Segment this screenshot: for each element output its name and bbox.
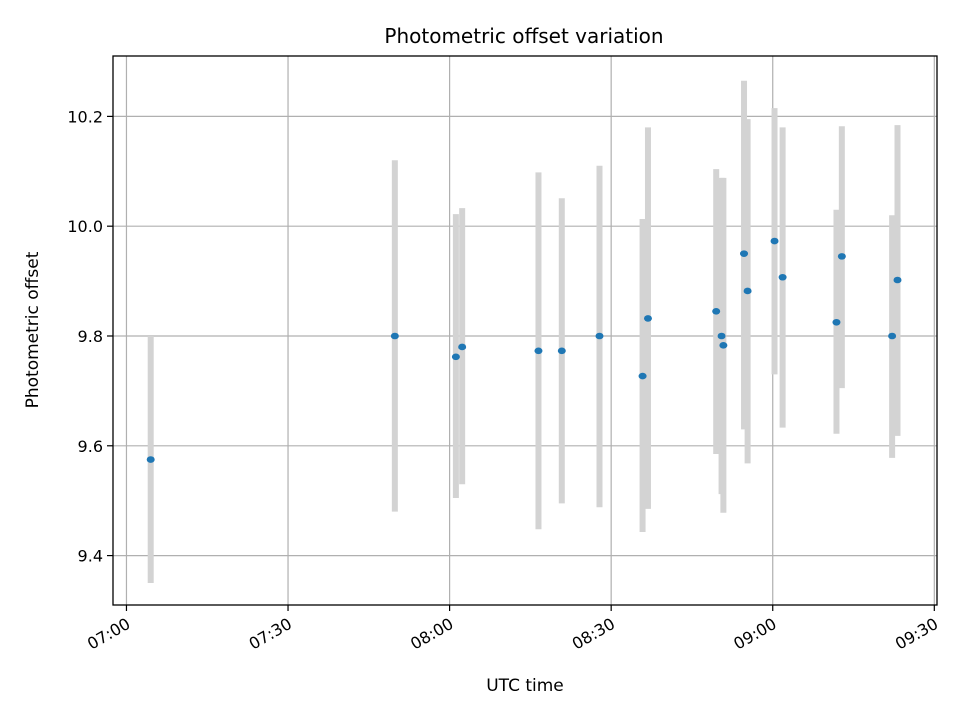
data-point: [832, 318, 841, 326]
x-tick-label: 08:30: [569, 614, 618, 654]
y-tick-label: 9.4: [78, 547, 103, 566]
data-point: [717, 332, 726, 340]
data-point: [888, 332, 897, 340]
x-axis-title: UTC time: [486, 676, 564, 696]
x-tick-label: 09:00: [730, 614, 779, 654]
data-point: [458, 343, 467, 351]
y-axis-title: Photometric offset: [23, 251, 43, 408]
y-tick-label: 9.6: [78, 437, 103, 456]
data-point: [778, 273, 787, 281]
x-tick-label: 09:30: [892, 614, 941, 654]
data-point: [740, 250, 749, 257]
data-points: [146, 237, 902, 463]
data-point: [770, 237, 779, 245]
x-axis: 07:00 07:30 08:00 08:30 09:00 09:30: [84, 605, 941, 654]
data-point: [451, 353, 460, 361]
data-point: [643, 315, 652, 322]
y-tick-label: 9.8: [78, 327, 103, 346]
x-tick-label: 07:00: [84, 614, 133, 654]
data-point: [837, 253, 846, 260]
data-point: [719, 342, 728, 349]
chart-title: Photometric offset variation: [384, 24, 663, 48]
error-bars: [147, 80, 901, 584]
data-point: [390, 332, 399, 340]
plot-frame: [112, 55, 938, 606]
data-point: [146, 456, 155, 463]
y-tick-label: 10.0: [67, 217, 103, 236]
data-point: [893, 276, 902, 284]
data-point: [534, 347, 543, 355]
y-tick-label: 10.2: [67, 107, 103, 126]
data-point: [712, 307, 721, 315]
grid: [113, 56, 937, 605]
x-tick-label: 08:00: [407, 614, 456, 654]
y-axis: 9.4 9.6 9.8 10.0 10.2: [67, 107, 113, 566]
x-tick-label: 07:30: [246, 614, 295, 654]
data-point: [743, 287, 752, 295]
data-point: [557, 347, 566, 355]
data-point: [595, 332, 604, 340]
data-point: [638, 372, 647, 380]
